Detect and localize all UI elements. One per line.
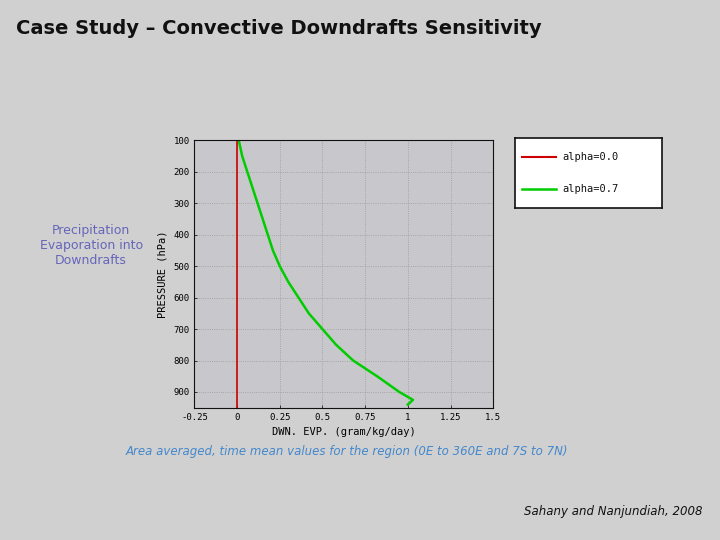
X-axis label: DWN. EVP. (gram/kg/day): DWN. EVP. (gram/kg/day) — [272, 427, 415, 437]
Text: alpha=0.0: alpha=0.0 — [562, 152, 618, 161]
Text: Case Study – Convective Downdrafts Sensitivity: Case Study – Convective Downdrafts Sensi… — [16, 19, 541, 38]
Y-axis label: PRESSURE (hPa): PRESSURE (hPa) — [158, 230, 168, 318]
Text: Precipitation
Evaporation into
Downdrafts: Precipitation Evaporation into Downdraft… — [40, 224, 143, 267]
Text: alpha=0.7: alpha=0.7 — [562, 184, 618, 194]
Text: Sahany and Nanjundiah, 2008: Sahany and Nanjundiah, 2008 — [523, 505, 702, 518]
Text: Area averaged, time mean values for the region (0E to 360E and 7S to 7N): Area averaged, time mean values for the … — [126, 446, 569, 458]
